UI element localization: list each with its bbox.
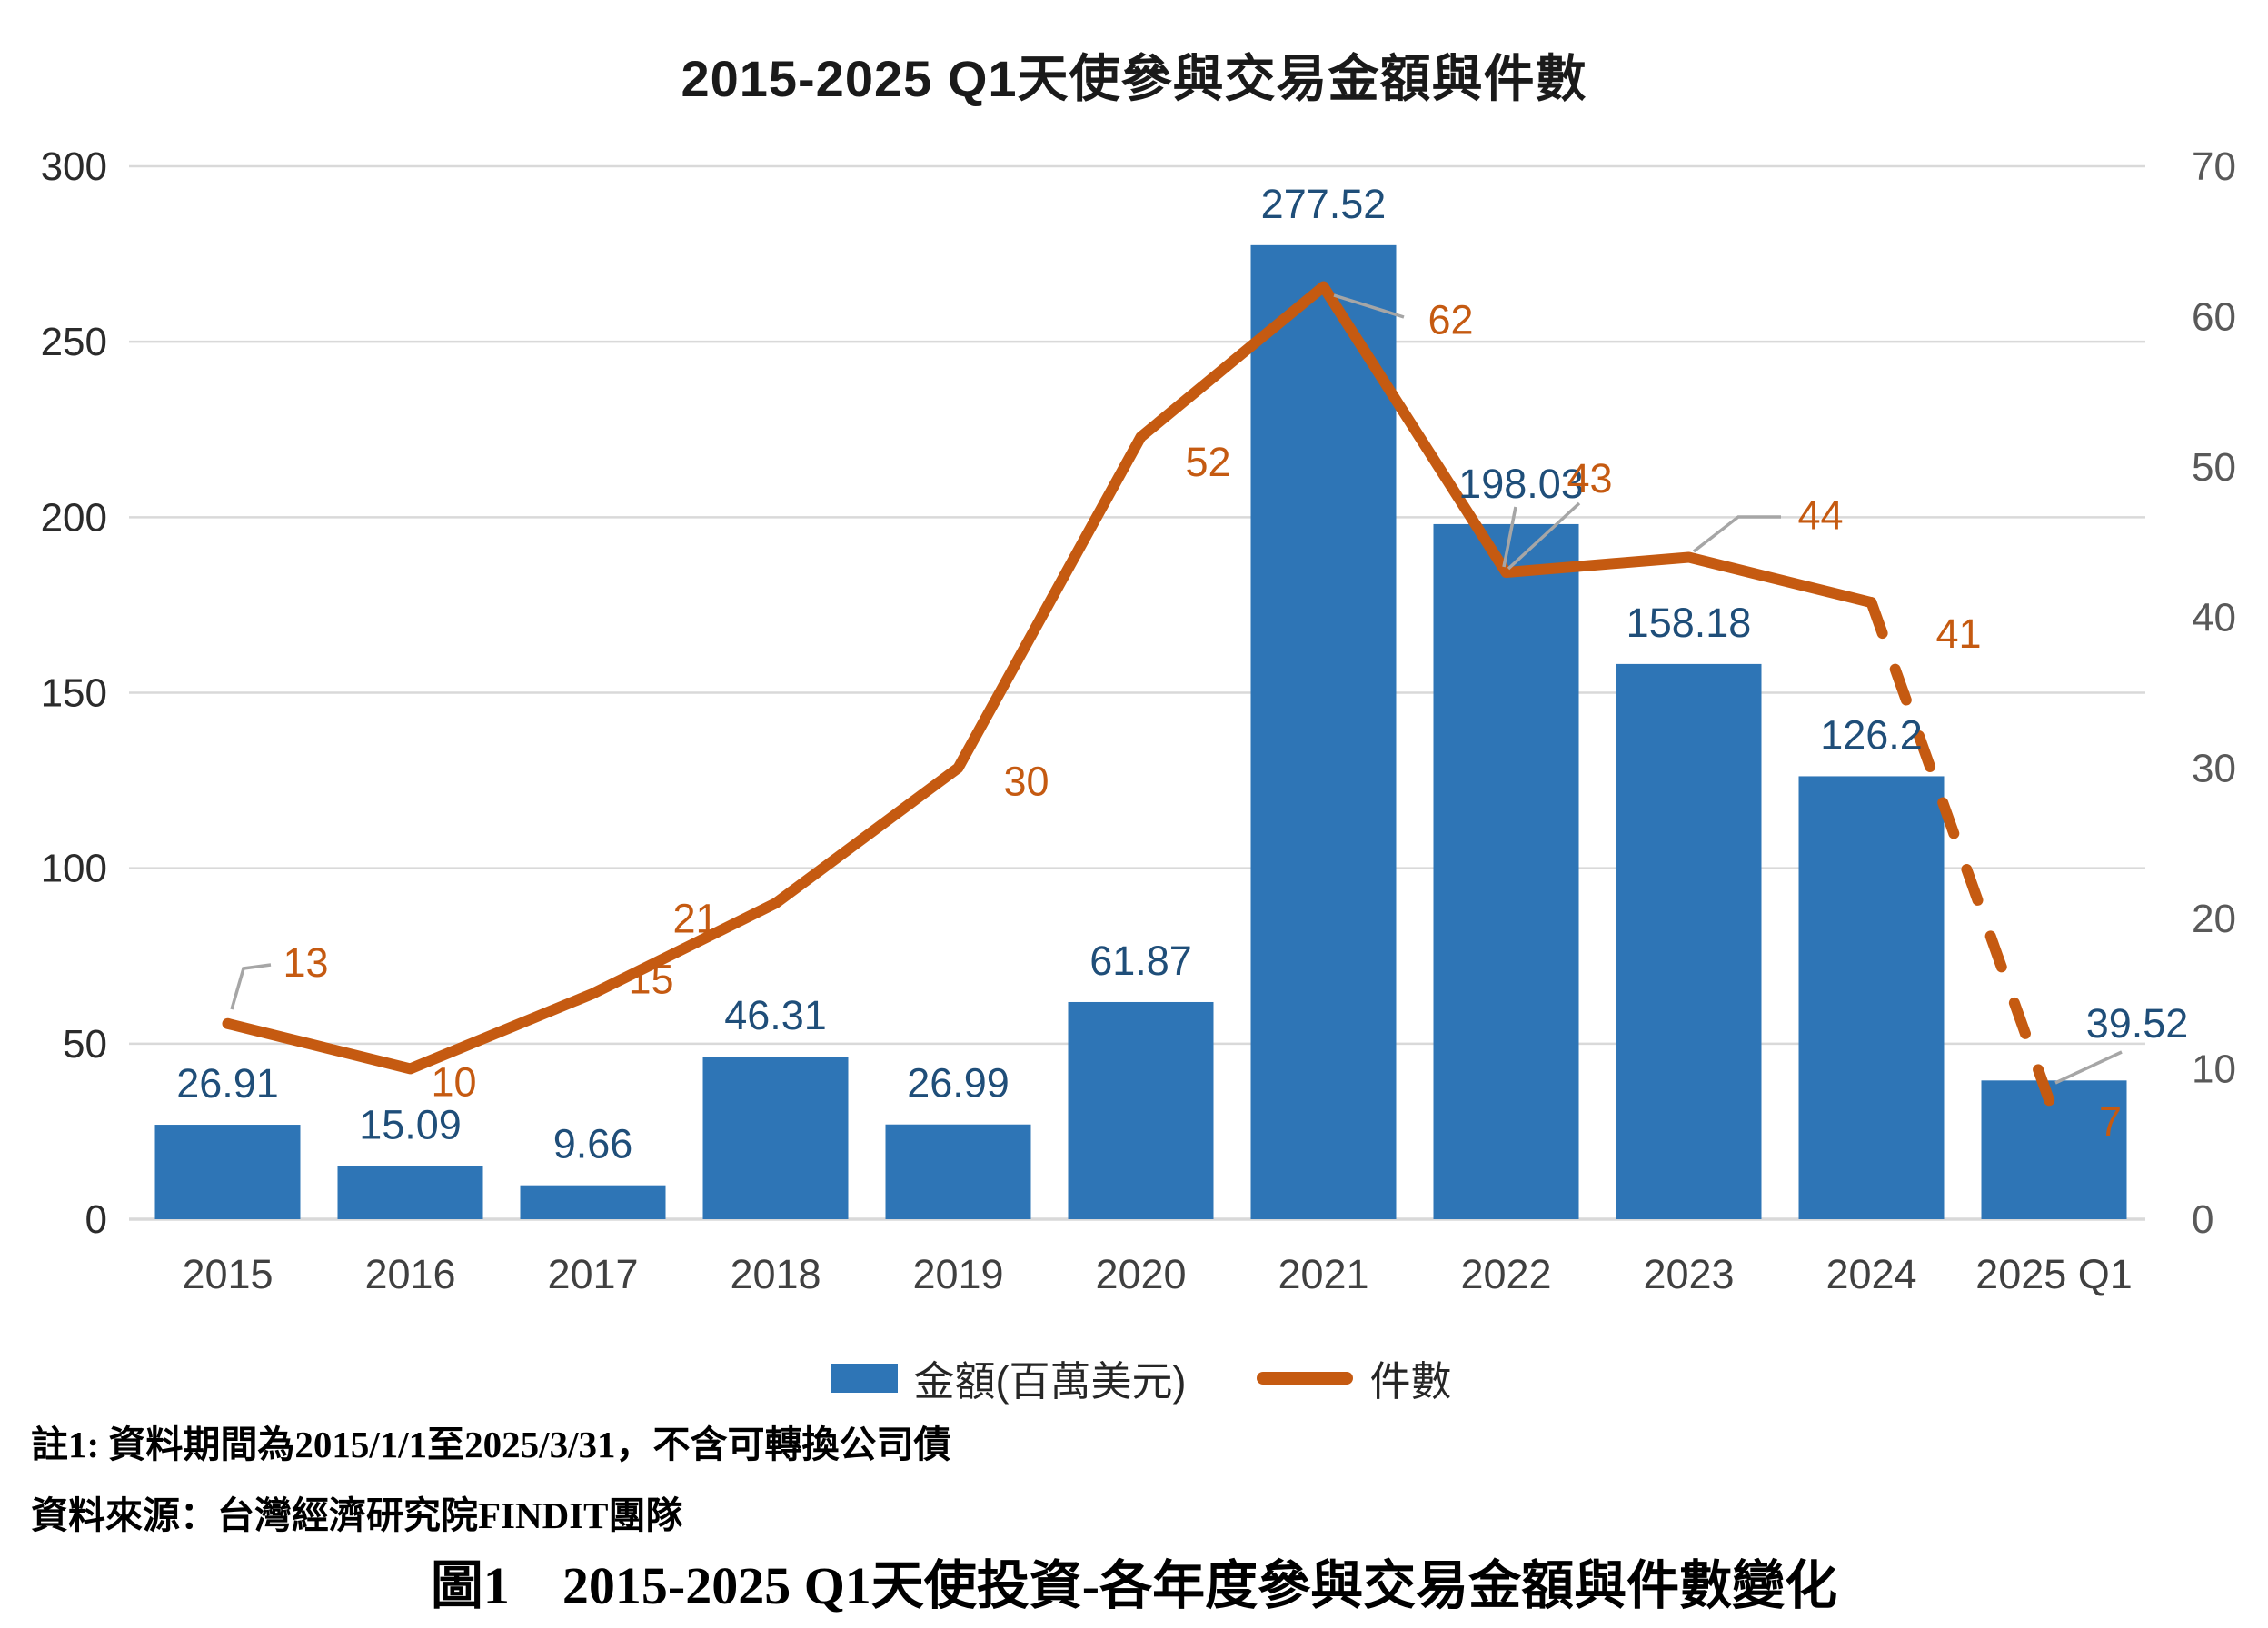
bar-2024	[1798, 776, 1945, 1219]
x-tick-label: 2016	[364, 1251, 455, 1297]
y-left-tick-label: 0	[85, 1197, 107, 1242]
bar-2020	[1068, 1001, 1214, 1219]
x-tick-label: 2019	[912, 1251, 1003, 1297]
point-value-label: 62	[1427, 296, 1473, 342]
bar-2016	[337, 1166, 483, 1219]
bar-value-label: 158.18	[1626, 600, 1752, 646]
leader-line	[230, 963, 272, 1010]
y-right-tick-label: 20	[2192, 897, 2236, 941]
bar-2022	[1433, 523, 1579, 1219]
y-left-tick-label: 200	[41, 495, 107, 540]
chart-title: 2015-2025 Q1天使參與交易金額與件數	[681, 50, 1587, 107]
combo-chart-plot: 0 50 100 150 200 250 300 0 10 20 30 40 50 60 70 2015 201…	[41, 144, 2236, 1297]
y-left-tick-label: 300	[41, 144, 107, 189]
leader-line	[1333, 293, 1405, 319]
leader-line	[1502, 506, 1517, 568]
y-right-tick-label: 70	[2192, 144, 2236, 189]
bar-value-label: 26.99	[907, 1060, 1010, 1107]
point-value-label: 44	[1797, 491, 1843, 538]
footnote-period: 註1: 資料期間為2015/1/1至2025/3/31，不含可轉換公司債	[31, 1424, 951, 1465]
bar-value-label: 26.91	[176, 1060, 279, 1107]
y-right-tick-label: 10	[2192, 1047, 2236, 1091]
bar-value-label: 277.52	[1261, 181, 1387, 227]
y-left-tick-label: 150	[41, 671, 107, 716]
bar-value-label: 39.52	[2086, 1000, 2189, 1047]
x-tick-label: 2022	[1460, 1251, 1551, 1297]
y-right-tick-label: 40	[2192, 596, 2236, 640]
chart-legend: 金額(百萬美元) 件數	[136, 1348, 2145, 1407]
legend-bar-swatch	[830, 1363, 898, 1393]
bar-2015	[154, 1125, 301, 1219]
point-value-label: 30	[1003, 758, 1049, 804]
y-right-tick-label: 50	[2192, 445, 2236, 490]
bar-value-label: 9.66	[553, 1121, 633, 1167]
x-tick-label: 2021	[1278, 1251, 1368, 1297]
bar-value-label: 46.31	[724, 992, 827, 1038]
point-value-label: 10	[431, 1058, 476, 1105]
leader-line	[2054, 1050, 2123, 1085]
bar-2023	[1616, 663, 1762, 1219]
footnote-source: 資料來源：台灣經濟研究院FINDIT團隊	[31, 1494, 683, 1536]
legend-bar-label: 金額(百萬美元)	[913, 1358, 1187, 1405]
leader-line	[1692, 515, 1781, 553]
bar-2021	[1250, 244, 1397, 1219]
point-value-label: 15	[628, 957, 673, 1003]
bar-2018	[702, 1057, 849, 1219]
point-value-label: 21	[672, 895, 718, 941]
bar-2017	[520, 1185, 666, 1219]
x-tick-label: 2018	[730, 1251, 821, 1297]
y-left-tick-label: 100	[41, 847, 107, 891]
bar-value-label: 61.87	[1089, 938, 1192, 984]
legend-line-swatch	[1257, 1371, 1354, 1385]
y-right-tick-label: 0	[2192, 1197, 2213, 1242]
bar-2019	[885, 1124, 1031, 1219]
point-value-label: 13	[283, 939, 328, 986]
x-tick-label: 2015	[182, 1251, 273, 1297]
point-value-label: 7	[2099, 1098, 2122, 1145]
y-left-tick-label: 250	[41, 320, 107, 364]
bar-2025 Q1	[1981, 1080, 2127, 1219]
x-tick-label: 2020	[1095, 1251, 1186, 1297]
count-line-dashed-segment	[1865, 597, 2060, 1120]
point-value-label: 41	[1935, 610, 1981, 657]
legend-line-label: 件數	[1369, 1358, 1452, 1405]
y-left-tick-label: 50	[63, 1022, 107, 1067]
bar-value-label: 15.09	[359, 1102, 462, 1148]
x-tick-label: 2017	[547, 1251, 638, 1297]
count-line	[222, 281, 1877, 1075]
leader-line	[1507, 501, 1581, 571]
figure-caption: 圖1 2015-2025 Q1天使投資-各年度參與交易金額與件數變化	[430, 1556, 1838, 1615]
x-tick-label: 2024	[1825, 1251, 1916, 1297]
bar-value-label: 126.2	[1820, 711, 1923, 758]
x-tick-label: 2023	[1643, 1251, 1734, 1297]
x-tick-label: 2025 Q1	[1975, 1251, 2133, 1297]
bar-value-label: 198.03	[1458, 461, 1584, 507]
y-right-tick-label: 60	[2192, 295, 2236, 340]
y-right-tick-label: 30	[2192, 746, 2236, 790]
point-value-label: 43	[1567, 455, 1612, 501]
point-value-label: 52	[1185, 439, 1230, 485]
